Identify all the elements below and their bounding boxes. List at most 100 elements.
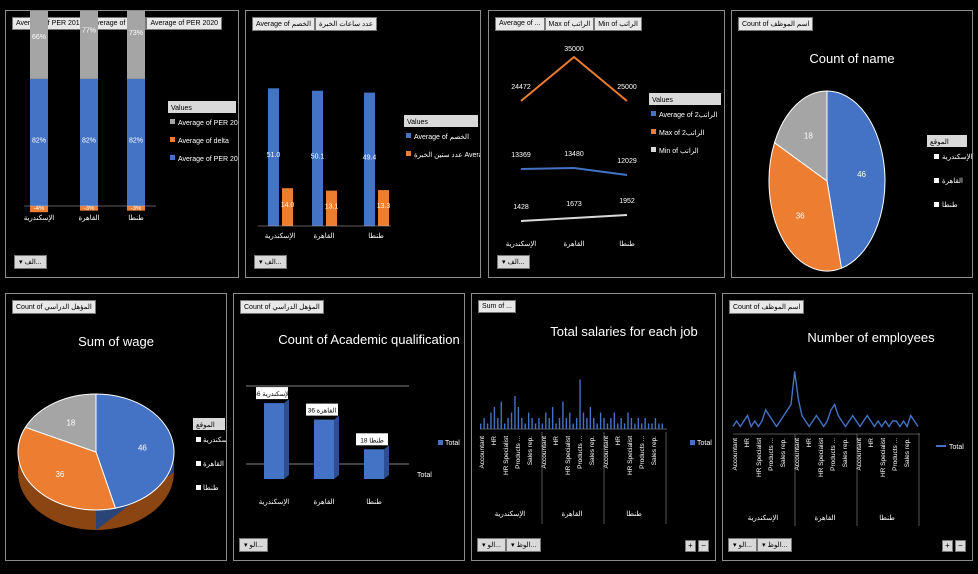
p6-tab-1[interactable]: Count of المؤهل الدراسي	[240, 300, 324, 314]
p5-legend-header-bg	[193, 418, 225, 430]
p5-legend-check-1	[196, 437, 201, 442]
p7-expand-button[interactable]: +	[685, 540, 696, 552]
p7-legend-swatch	[690, 440, 695, 445]
p4-slice-2	[768, 141, 842, 272]
p8-job-label-1-5: Sales rep.	[780, 438, 787, 467]
p6-callout-bg-3	[356, 433, 388, 446]
p1-filter-button[interactable]: ▾ الف...	[14, 255, 47, 269]
p8-chart-svg: Number of employees Accountant HR HR Specia…	[732, 330, 964, 526]
p8-legend-label: Total	[949, 444, 964, 451]
p8-collapse-button[interactable]: −	[955, 540, 966, 552]
p8-expand-button[interactable]: +	[942, 540, 953, 552]
p7-job-label-3-1: Accountant	[603, 436, 610, 469]
p8-job-label-2-5: Sales rep.	[842, 438, 849, 467]
p7-collapse-button[interactable]: −	[698, 540, 709, 552]
p3-legend-header: Values	[652, 97, 673, 104]
p1-bar-delta-2	[80, 206, 98, 211]
p1-label-per2020-3: 73%	[129, 30, 143, 37]
p1-legend-swatch-1	[170, 119, 175, 124]
p7-job-label-1-1: Accountant	[479, 436, 486, 469]
p3-tab-3[interactable]: Min of الراتب	[594, 17, 642, 31]
p7-bar-31	[582, 412, 585, 429]
p3-value-1-2: 35000	[564, 46, 584, 53]
p7-job-label-1-2: HR	[491, 436, 498, 446]
p2-filter-button[interactable]: ▾ الف...	[254, 255, 287, 269]
p2-label-discount-2: 50.1	[311, 153, 325, 160]
p7-bar-20	[545, 412, 547, 429]
p4-slice-3	[773, 90, 828, 182]
p6-bar-side-2	[334, 415, 339, 479]
p2-filter-label: الف...	[264, 259, 282, 266]
p4-title: Count of name	[809, 51, 894, 66]
p7-bar-30	[579, 379, 581, 429]
p7-bar-43	[623, 423, 626, 429]
p3-tab-1[interactable]: Average of ...	[495, 17, 545, 31]
p7-bar-25	[562, 401, 564, 429]
p7-bar-12	[517, 407, 520, 429]
p6-category-3: طنطا	[366, 498, 382, 506]
p7-bar-1	[480, 423, 482, 429]
p3-legend-label-1: Average of الراتب2	[659, 111, 717, 119]
panel-salaries-per-job: Sum of ... Total salaries for each job Ac…	[471, 293, 716, 561]
p7-bar-51	[651, 423, 653, 429]
p4-chart-svg: 46 36 18 Count of name الموقع الإسكندرية القاه…	[768, 51, 972, 272]
p7-bar-29	[575, 418, 578, 429]
p7-bar-10	[510, 412, 513, 429]
p7-filter-button-2[interactable]: ▾ الوظ...	[506, 538, 542, 552]
p1-bar-per2020-2	[80, 11, 98, 79]
p7-bar-38	[606, 423, 609, 429]
p4-field-tabs: Count of اسم الموظف	[738, 17, 814, 31]
panel-per-chart: Average of PER 2019 Average of delta Ave…	[5, 10, 239, 278]
p7-bar-16	[531, 418, 533, 429]
p6-legend-label: Total	[445, 440, 460, 447]
p3-filter-button[interactable]: ▾ الف...	[497, 255, 530, 269]
p7-title: Total salaries for each job	[550, 324, 697, 339]
p1-bar-per2019-1	[30, 78, 48, 206]
p8-job-label-3-2: HR	[868, 438, 875, 448]
p3-category-2: القاهرة	[564, 240, 585, 248]
p8-tab-1[interactable]: Count of اسم الموظف	[729, 300, 805, 314]
p2-tab-1[interactable]: Average of الخصم	[252, 17, 316, 31]
p8-filter-button-1[interactable]: ▾ الو...	[728, 538, 758, 552]
p7-bar-40	[613, 412, 616, 429]
p5-tab-1[interactable]: Count of المؤهل الدراسي	[12, 300, 96, 314]
p6-filter-button[interactable]: ▾ الو...	[239, 538, 269, 552]
p8-filter-button-2[interactable]: ▾ الوظ...	[757, 538, 793, 552]
p7-bar-22	[551, 407, 554, 429]
p7-bar-50	[647, 423, 650, 429]
p7-bar-32	[586, 418, 588, 429]
p1-legend-label-1: Average of PER 2020	[178, 120, 239, 127]
p8-job-label-3-3: HR Specialist	[880, 438, 887, 477]
p7-job-label-2-5: Sales rep.	[589, 436, 596, 465]
p8-filter-label-1: الو...	[738, 542, 753, 549]
p3-tab-2[interactable]: Max of الراتب	[544, 17, 595, 31]
p7-city-label-3: طنطا	[626, 510, 642, 518]
p5-legend-label-3: طنطا	[203, 484, 219, 492]
p2-legend-swatch-2	[406, 151, 411, 156]
p5-legend-label-2: القاهرة	[203, 460, 224, 468]
p3-legend-label-2: Max of الراتب2	[659, 129, 705, 137]
p7-filter-button-1[interactable]: ▾ الو...	[477, 538, 507, 552]
p2-category-2: القاهرة	[314, 232, 335, 240]
p1-bar-per2019-3	[127, 78, 145, 206]
p5-slice-label-1: 46	[138, 444, 147, 453]
p4-tab-1[interactable]: Count of اسم الموظف	[738, 17, 814, 31]
p1-legend-swatch-3	[170, 155, 175, 160]
p5-slice-1	[95, 393, 175, 509]
p6-bar-1	[264, 403, 284, 479]
p5-chart-svg: 46 36 18 Sum of wage الموقع الإسكندرية القاهرة…	[17, 334, 226, 530]
p7-tab-1[interactable]: Sum of ...	[478, 300, 516, 313]
p6-legend-swatch	[438, 440, 443, 445]
p7-bar-35	[596, 423, 598, 429]
p8-job-label-1-3: HR Specialist	[756, 438, 763, 477]
p1-tab-3[interactable]: Average of PER 2020	[146, 17, 223, 30]
p2-tab-2[interactable]: عدد ساعات الخبرة	[315, 17, 378, 31]
p1-label-delta-3: -3%	[131, 206, 142, 212]
p7-bar-44	[627, 412, 629, 429]
p3-value-1-3: 25000	[617, 84, 637, 91]
p7-bar-49	[644, 418, 646, 429]
p8-zoom-controls: + −	[942, 540, 966, 552]
p5-legend-check-3	[196, 485, 201, 490]
p1-category-3: طنطا	[128, 214, 144, 222]
p7-legend-label: Total	[697, 440, 712, 447]
